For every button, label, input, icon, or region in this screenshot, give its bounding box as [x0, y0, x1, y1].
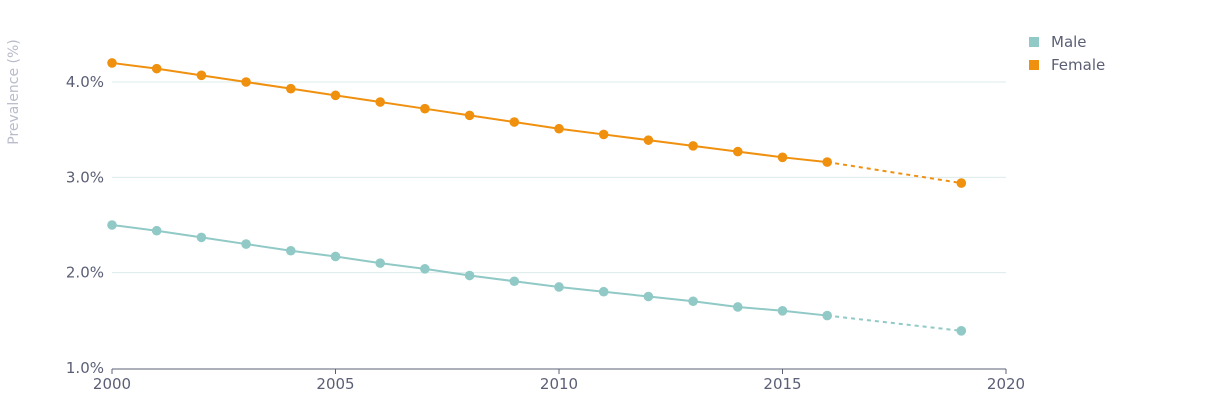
- y-tick-label: 4.0%: [66, 73, 104, 91]
- data-point-female: [598, 129, 609, 140]
- data-point-female: [375, 97, 386, 107]
- data-point-female: [464, 110, 475, 121]
- data-point-male: [464, 270, 475, 281]
- series-projection-female: [827, 161, 962, 185]
- data-point-male: [956, 326, 967, 336]
- series-line-male: [111, 224, 829, 317]
- data-point-male: [375, 258, 386, 268]
- data-point-male: [688, 296, 698, 307]
- data-point-male: [733, 302, 743, 312]
- data-point-female: [643, 135, 654, 145]
- data-point-female: [151, 63, 162, 74]
- data-point-female: [241, 77, 251, 87]
- y-tick-label: 3.0%: [66, 168, 104, 186]
- data-point-male: [286, 245, 296, 256]
- data-point-male: [643, 291, 654, 302]
- legend: Male Female: [1029, 33, 1105, 74]
- data-point-female: [196, 70, 207, 81]
- legend-swatch-female: [1029, 60, 1039, 70]
- data-point-female: [509, 117, 520, 127]
- data-point-male: [777, 306, 788, 316]
- legend-label-male: Male: [1051, 33, 1087, 51]
- data-point-male: [151, 225, 162, 236]
- y-tick-label: 1.0%: [66, 359, 104, 377]
- x-tick-label: 2010: [540, 375, 578, 393]
- data-point-male: [554, 282, 564, 292]
- data-point-male: [241, 239, 251, 249]
- y-tick-label: 2.0%: [66, 264, 104, 282]
- data-point-female: [733, 146, 743, 157]
- data-point-female: [420, 103, 430, 114]
- series-lines: [107, 58, 967, 336]
- data-point-female: [956, 178, 967, 188]
- y-axis-title: Prevalence (%): [6, 39, 22, 145]
- data-point-male: [509, 276, 520, 287]
- x-tick-label: 2020: [987, 375, 1025, 393]
- legend-swatch-male: [1029, 37, 1039, 47]
- data-point-male: [107, 220, 117, 230]
- data-point-male: [420, 264, 430, 274]
- x-tick-label: 2000: [93, 375, 131, 393]
- data-point-male: [598, 286, 609, 297]
- series-projection-male: [827, 314, 962, 332]
- data-point-male: [196, 232, 207, 243]
- data-point-female: [330, 90, 341, 101]
- data-point-male: [822, 310, 832, 321]
- axes: 1.0% 2.0% 3.0% 4.0% 2000 2005 2010 2015 2020: [66, 73, 1025, 393]
- legend-label-female: Female: [1051, 56, 1105, 74]
- data-point-female: [286, 83, 296, 94]
- data-point-female: [822, 157, 832, 167]
- data-point-male: [330, 251, 341, 262]
- grid-lines: [112, 81, 1006, 274]
- data-point-female: [688, 141, 698, 151]
- x-tick-label: 2005: [316, 375, 354, 393]
- data-point-female: [554, 123, 564, 134]
- data-point-female: [107, 58, 117, 68]
- x-tick-label: 2015: [763, 375, 801, 393]
- data-point-female: [777, 152, 788, 163]
